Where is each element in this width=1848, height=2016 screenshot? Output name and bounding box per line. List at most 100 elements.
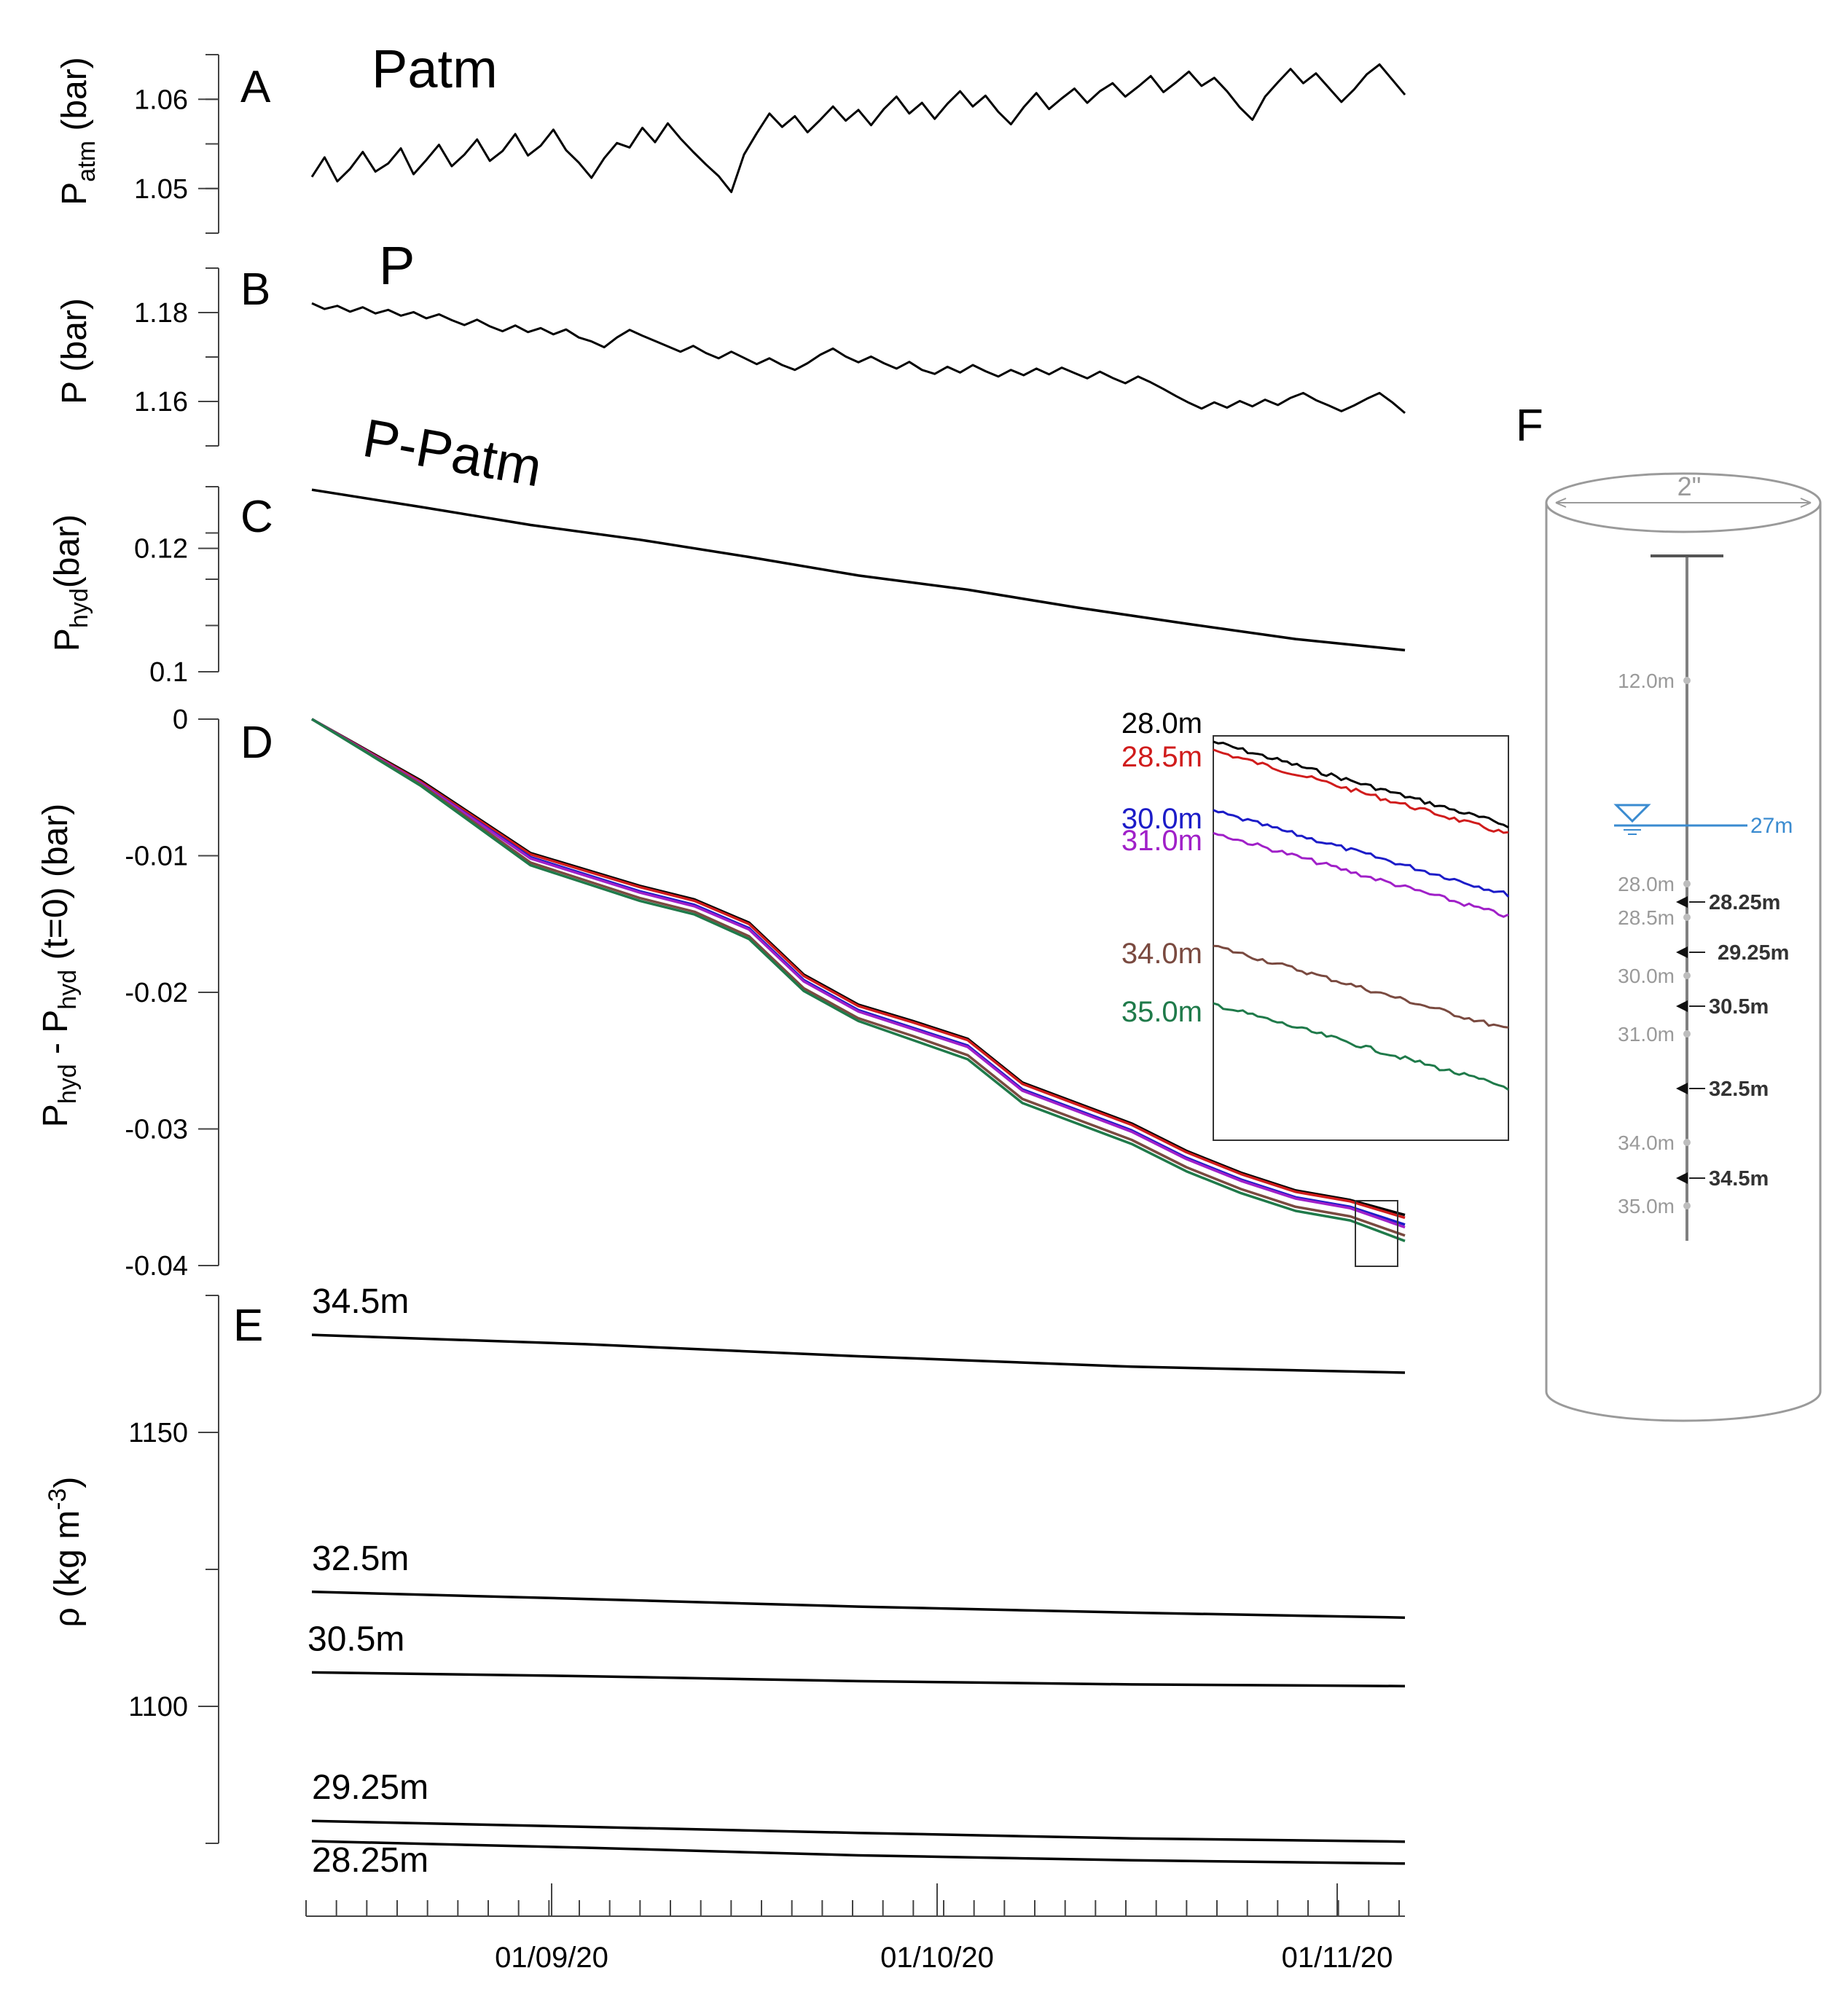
y-tick-label: -0.03 [125, 1115, 188, 1145]
y-axis-b: 1.16 1.18 [134, 267, 219, 447]
series-line-28.25m [311, 1840, 1406, 1865]
sensor-depth-label: 28.0m [1618, 873, 1675, 895]
panel-letter-c: C [240, 492, 273, 542]
probe-depth-label: 34.5m [1709, 1167, 1769, 1191]
diameter-label: 2" [1677, 471, 1702, 501]
sensor-dot [1683, 1030, 1691, 1038]
y-tick-label: -0.04 [125, 1251, 188, 1282]
y-tick-label: -0.01 [125, 842, 188, 872]
series-line-30.5m [311, 1671, 1406, 1687]
probe-depth-label: 30.5m [1709, 995, 1769, 1019]
inset-label: 28.0m [1121, 707, 1202, 740]
probe-arrow-icon [1676, 1083, 1688, 1094]
inset-line-35.0m [1213, 1002, 1509, 1091]
y-tick-label: 0.1 [149, 657, 188, 688]
sensor-depth-label: 31.0m [1618, 1023, 1675, 1046]
series-label: 30.5m [308, 1620, 404, 1658]
inset-line-31.0m [1213, 831, 1509, 918]
inset-lines [1213, 740, 1510, 1091]
annotation-b: P [379, 235, 415, 296]
panel-letter-d: D [240, 718, 273, 768]
series-line-34.5m [311, 1333, 1406, 1374]
well-diagram: F 2" 27m 12.0m 28.0m 28.5m 30.0m 31.0m 34.0m 3… [1516, 401, 1822, 1422]
y-tick-label: 0.12 [134, 534, 188, 565]
ylabel-d: Phyd - Phyd (t=0) (bar) [36, 804, 82, 1127]
inset-label: 30.0m [1121, 803, 1202, 835]
series-line-29.25m [311, 1819, 1406, 1843]
sensor-depth-label: 34.0m [1618, 1131, 1675, 1154]
sensor-dot [1683, 880, 1691, 887]
plot-area-e [311, 1333, 1406, 1865]
ylabel-b: P (bar) [55, 298, 94, 404]
x-tick-label: 01/11/20 [1282, 1942, 1393, 1974]
annotation-a: Patm [372, 39, 498, 99]
panel-letter-e: E [233, 1301, 263, 1351]
series-label: 34.5m [312, 1282, 409, 1321]
series-labels-e: 34.5m 32.5m 30.5m 29.25m 28.25m [308, 1282, 428, 1880]
plot-area-a [310, 63, 1406, 194]
sensor-depth-label: 12.0m [1618, 670, 1675, 692]
x-tick-label: 01/09/20 [495, 1942, 608, 1974]
ylabel-c: Phyd(bar) [48, 514, 93, 651]
plot-area-d [311, 718, 1406, 1242]
annotation-c: P-Patm [359, 407, 546, 498]
inset-frame [1213, 735, 1509, 1141]
inset-line-28.5m [1213, 748, 1509, 834]
sensor-depth-label: 28.5m [1618, 906, 1675, 929]
diameter-arrow [1555, 498, 1812, 508]
inset-label: 28.5m [1121, 741, 1202, 773]
water-level: 27m [1613, 804, 1793, 838]
plot-area-c [311, 488, 1406, 652]
well-cylinder [1545, 472, 1822, 1422]
y-axis-a: 1.05 1.06 [134, 54, 219, 234]
probe-arrow-icon [1676, 946, 1688, 958]
inset-label: 34.0m [1121, 938, 1202, 970]
series-label: 32.5m [312, 1540, 409, 1578]
y-tick-label: 1100 [128, 1692, 188, 1722]
inset-label: 35.0m [1121, 996, 1202, 1028]
sensor-markers: 12.0m 28.0m 28.5m 30.0m 31.0m 34.0m 35.0m [1618, 670, 1691, 1217]
y-axis-e: 1100 1150 [128, 1295, 219, 1844]
y-tick-label: 1.16 [134, 387, 188, 417]
x-axis: 01/09/20 01/10/20 01/11/20 [305, 1883, 1405, 1974]
y-tick-label: 0 [173, 705, 188, 735]
series-line-32.5m [311, 1591, 1406, 1619]
y-tick-label: 1.05 [134, 174, 188, 205]
series-line [311, 302, 1406, 415]
water-table-icon [1613, 804, 1651, 823]
series-line-35.0m [311, 718, 1406, 1242]
series-line [310, 63, 1406, 194]
inset-line-30.0m [1213, 809, 1510, 898]
inset-line-28.0m [1213, 740, 1509, 829]
panel-b: B P 1.16 1.18 P (bar) [55, 235, 1406, 447]
series-label: 28.25m [312, 1841, 428, 1880]
sensor-depth-label: 35.0m [1618, 1195, 1675, 1217]
series-line [311, 488, 1406, 652]
series-label: 29.25m [312, 1768, 428, 1807]
probe-arrow-icon [1676, 1172, 1688, 1184]
ylabel-a: Patm (bar) [55, 57, 101, 205]
series-line-34.0m [311, 718, 1406, 1237]
y-tick-label: 1.18 [134, 298, 188, 329]
zoom-box [1355, 1200, 1398, 1267]
sensor-dot [1683, 677, 1691, 684]
y-tick-label: 1.06 [134, 85, 188, 115]
ylabel-e: ρ (kg m-3) [44, 1477, 87, 1628]
sensor-depth-label: 30.0m [1618, 965, 1675, 987]
y-axis-c: 0.1 0.12 [134, 486, 219, 688]
probe-depth-label: 29.25m [1718, 941, 1789, 965]
panel-c: C P-Patm 0.1 0.12 Phyd(bar) [48, 407, 1406, 688]
inset-line-34.0m [1213, 944, 1509, 1029]
probe-depth-label: 32.5m [1709, 1078, 1769, 1101]
panel-d: D 0 -0.01 -0.02 -0.03 -0.04 Phyd - Phyd (t=0… [36, 705, 1510, 1282]
sensor-dot [1683, 914, 1691, 921]
y-tick-label: -0.02 [125, 978, 188, 1008]
sensor-dot [1683, 1202, 1691, 1209]
inset-label: 31.0m [1121, 825, 1202, 857]
probe-markers: 28.25m 29.25m 30.5m 32.5m 34.5m [1676, 891, 1789, 1191]
panel-letter-f: F [1516, 401, 1543, 451]
probe-arrow-icon [1676, 1000, 1688, 1012]
